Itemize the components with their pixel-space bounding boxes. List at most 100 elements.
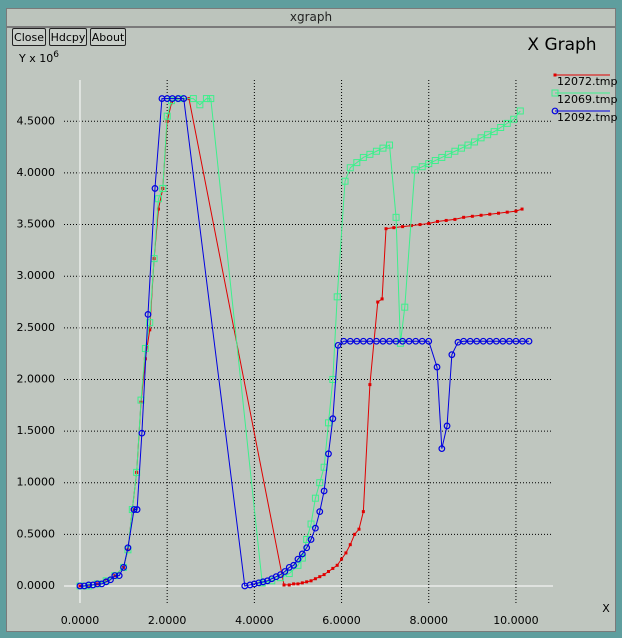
point bbox=[405, 337, 413, 345]
y-tick-label: 2.0000 bbox=[17, 372, 56, 385]
point bbox=[520, 207, 524, 211]
point bbox=[148, 328, 152, 332]
point bbox=[418, 223, 422, 227]
y-label-base: Y x 10 bbox=[18, 52, 53, 65]
about-button[interactable]: About bbox=[90, 28, 126, 46]
point bbox=[379, 337, 387, 345]
point bbox=[120, 563, 127, 571]
series-line bbox=[79, 98, 523, 587]
x-tick-label: 8.0000 bbox=[410, 614, 449, 627]
point bbox=[451, 147, 459, 155]
point bbox=[477, 134, 485, 142]
series-line bbox=[79, 98, 521, 587]
point bbox=[300, 581, 304, 585]
point bbox=[366, 337, 374, 345]
legend-marker bbox=[551, 89, 559, 97]
point bbox=[202, 95, 210, 103]
point bbox=[311, 494, 319, 502]
x-tick-label: 2.0000 bbox=[148, 614, 187, 627]
point bbox=[359, 153, 367, 161]
point bbox=[433, 363, 441, 371]
point bbox=[479, 213, 483, 217]
point bbox=[305, 580, 309, 584]
point bbox=[412, 337, 420, 345]
y-tick-label: 1.5000 bbox=[17, 424, 56, 437]
y-axis-label: Y x 106 bbox=[18, 50, 59, 66]
point bbox=[516, 107, 524, 115]
y-tick-label: 0.5000 bbox=[17, 527, 56, 540]
point bbox=[141, 344, 149, 352]
point bbox=[512, 337, 520, 345]
point bbox=[85, 581, 93, 589]
point bbox=[318, 575, 322, 579]
point bbox=[514, 209, 518, 213]
point bbox=[107, 576, 114, 584]
point bbox=[418, 337, 426, 345]
point bbox=[457, 144, 465, 152]
y-tick-label: 2.5000 bbox=[17, 321, 56, 334]
point bbox=[111, 572, 119, 580]
point bbox=[384, 227, 388, 231]
hdcpy-button[interactable]: Hdcpy bbox=[49, 28, 87, 46]
point bbox=[326, 570, 330, 574]
point bbox=[316, 479, 324, 487]
point bbox=[392, 337, 400, 345]
point bbox=[386, 141, 394, 149]
point bbox=[392, 226, 396, 230]
point bbox=[506, 337, 513, 345]
point bbox=[325, 450, 332, 458]
point bbox=[444, 150, 452, 158]
point bbox=[372, 147, 380, 155]
point bbox=[309, 579, 313, 583]
point bbox=[471, 138, 479, 146]
point bbox=[411, 166, 419, 174]
point bbox=[298, 550, 306, 558]
x-tick-label: 0.0000 bbox=[61, 614, 100, 627]
y-tick-label: 4.0000 bbox=[17, 166, 56, 179]
point bbox=[425, 337, 433, 345]
point bbox=[357, 527, 361, 531]
point bbox=[427, 222, 431, 226]
point bbox=[322, 573, 326, 577]
x-axis-label: X bbox=[602, 602, 610, 615]
point bbox=[307, 520, 315, 528]
point bbox=[76, 582, 84, 590]
chart-title: X Graph bbox=[527, 35, 596, 55]
point bbox=[525, 337, 533, 345]
point bbox=[290, 561, 298, 569]
point bbox=[159, 184, 167, 192]
y-tick-label: 3.5000 bbox=[17, 218, 56, 231]
point bbox=[460, 337, 468, 345]
point bbox=[373, 337, 380, 345]
point bbox=[505, 210, 509, 214]
point bbox=[130, 506, 138, 513]
legend-label: 12069.tmp bbox=[557, 93, 618, 106]
point bbox=[470, 214, 474, 218]
point bbox=[115, 572, 123, 580]
point bbox=[89, 581, 97, 589]
y-tick-label: 1.0000 bbox=[17, 476, 56, 489]
point bbox=[335, 563, 339, 567]
point bbox=[435, 219, 439, 223]
point bbox=[189, 95, 197, 103]
x-tick-label: 10.0000 bbox=[493, 614, 539, 627]
point bbox=[281, 568, 289, 575]
point bbox=[255, 579, 263, 587]
point bbox=[341, 177, 349, 185]
point bbox=[348, 543, 352, 547]
y-tick-label: 0.0000 bbox=[17, 579, 56, 592]
point bbox=[333, 293, 341, 301]
close-button[interactable]: Close bbox=[12, 28, 46, 46]
point bbox=[438, 445, 446, 453]
point bbox=[154, 195, 162, 203]
point bbox=[499, 337, 507, 345]
point bbox=[294, 555, 302, 563]
point bbox=[334, 341, 342, 349]
point bbox=[401, 303, 409, 311]
point bbox=[344, 551, 348, 555]
point bbox=[250, 580, 258, 588]
point bbox=[324, 419, 332, 427]
point bbox=[443, 422, 451, 430]
